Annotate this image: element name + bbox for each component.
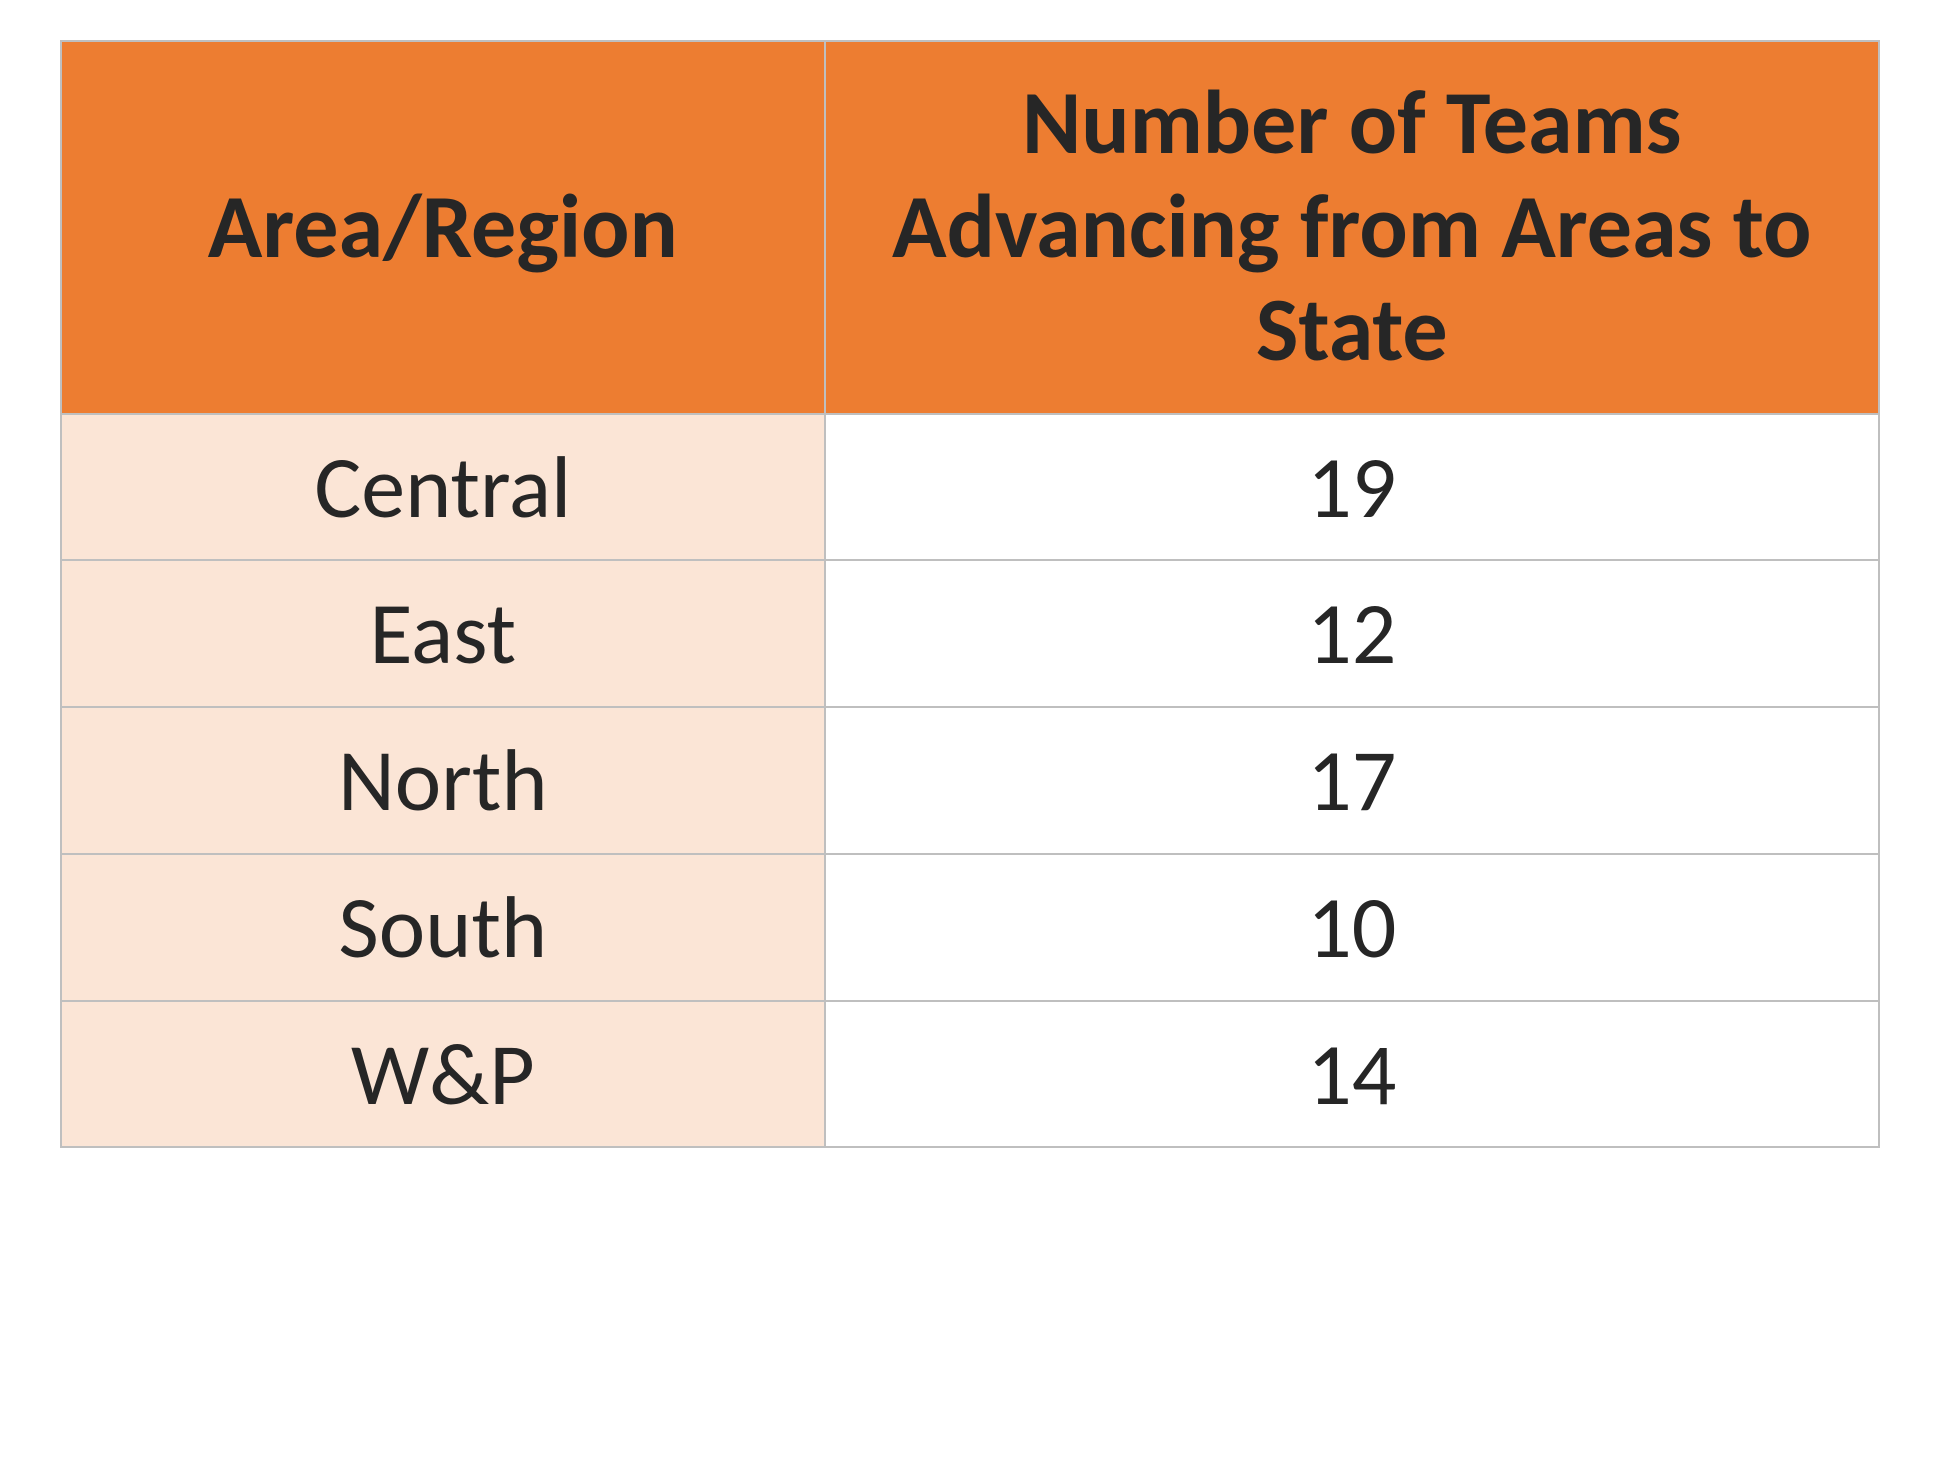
table-row: W&P 14	[61, 1001, 1879, 1148]
teams-advancing-table: Area/Region Number of Teams Advancing fr…	[60, 40, 1880, 1148]
header-teams-advancing: Number of Teams Advancing from Areas to …	[825, 41, 1879, 414]
cell-count: 19	[825, 414, 1879, 561]
cell-region: South	[61, 854, 825, 1001]
table-row: North 17	[61, 707, 1879, 854]
cell-region: North	[61, 707, 825, 854]
cell-count: 17	[825, 707, 1879, 854]
cell-region: East	[61, 560, 825, 707]
table-row: South 10	[61, 854, 1879, 1001]
table-header-row: Area/Region Number of Teams Advancing fr…	[61, 41, 1879, 414]
table-container: Area/Region Number of Teams Advancing fr…	[0, 0, 1946, 1188]
cell-count: 14	[825, 1001, 1879, 1148]
table-row: Central 19	[61, 414, 1879, 561]
header-area-region: Area/Region	[61, 41, 825, 414]
cell-region: Central	[61, 414, 825, 561]
cell-count: 12	[825, 560, 1879, 707]
cell-count: 10	[825, 854, 1879, 1001]
table-row: East 12	[61, 560, 1879, 707]
cell-region: W&P	[61, 1001, 825, 1148]
